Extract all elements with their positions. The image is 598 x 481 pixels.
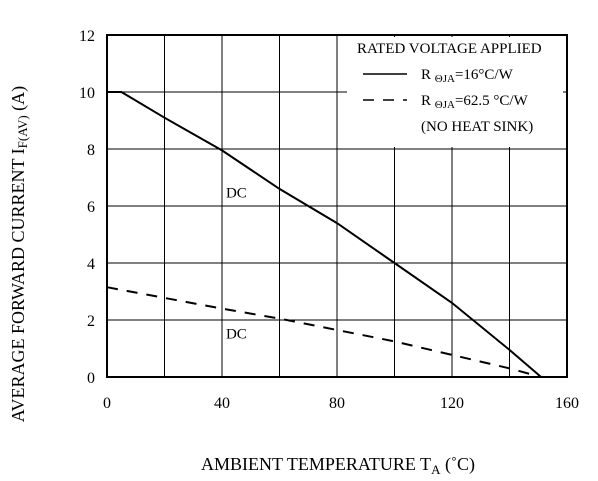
x-tick-label: 160: [555, 395, 579, 412]
y-tick-label: 8: [87, 142, 95, 159]
dc-annotation: DC: [226, 185, 247, 201]
x-tick-label: 80: [329, 395, 345, 412]
legend-header: RATED VOLTAGE APPLIED: [357, 41, 542, 57]
x-axis-label: AMBIENT TEMPERATURE TA (˚C): [201, 454, 475, 477]
legend: RATED VOLTAGE APPLIED R ΘJA=16°C/W R ΘJA…: [347, 37, 563, 147]
x-tick-label: 40: [214, 395, 230, 412]
y-tick-labels: 0 2 4 6 8 10 12: [79, 28, 95, 387]
series-line-dashed: [106, 286, 542, 378]
y-tick-label: 2: [87, 313, 95, 330]
x-tick-label: 0: [103, 395, 111, 412]
y-tick-label: 10: [79, 85, 95, 102]
y-tick-label: 12: [79, 28, 95, 45]
legend-background: [347, 37, 563, 147]
legend-label-dashed: R ΘJA=62.5 °C/W: [421, 93, 529, 111]
legend-footer: (NO HEAT SINK): [421, 119, 533, 135]
legend-label-solid: R ΘJA=16°C/W: [421, 67, 514, 85]
series-line-solid: [107, 91, 542, 378]
plot-frame: [106, 34, 568, 378]
dc-annotation: DC: [226, 327, 247, 343]
x-tick-label: 120: [440, 395, 464, 412]
x-tick-labels: 0 40 80 120 160: [103, 395, 579, 412]
y-axis-label: AVERAGE FORWARD CURRENT IF(AV) (A): [8, 86, 30, 422]
y-tick-label: 0: [87, 370, 95, 387]
series-lines: [106, 91, 542, 378]
annotations: DC DC: [226, 185, 247, 342]
y-tick-label: 6: [87, 199, 95, 216]
y-tick-label: 4: [87, 256, 95, 273]
